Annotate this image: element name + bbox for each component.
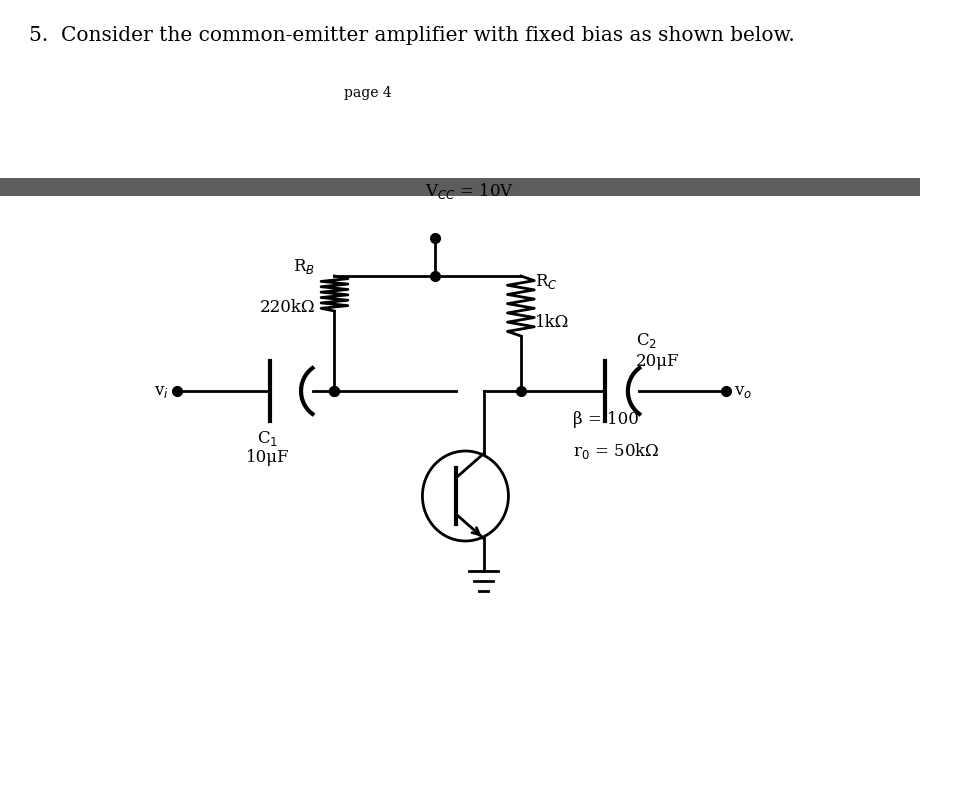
FancyBboxPatch shape: [0, 178, 921, 196]
Text: 5.  Consider the common-emitter amplifier with fixed bias as shown below.: 5. Consider the common-emitter amplifier…: [29, 26, 794, 45]
Text: v$_o$: v$_o$: [734, 383, 752, 400]
Text: 10μF: 10μF: [246, 449, 290, 466]
Text: C$_2$: C$_2$: [636, 331, 657, 350]
Text: 20μF: 20μF: [636, 353, 679, 370]
Text: β = 100: β = 100: [573, 411, 639, 428]
Text: v$_i$: v$_i$: [154, 383, 169, 400]
Text: page 4: page 4: [344, 86, 392, 100]
Text: R$_B$: R$_B$: [294, 256, 315, 276]
Text: 1kΩ: 1kΩ: [535, 314, 569, 331]
Text: C$_1$: C$_1$: [257, 429, 278, 448]
Text: R$_C$: R$_C$: [535, 272, 558, 291]
Text: 220kΩ: 220kΩ: [260, 298, 315, 315]
Text: r$_0$ = 50kΩ: r$_0$ = 50kΩ: [573, 441, 660, 461]
Text: V$_{CC}$ = 10V: V$_{CC}$ = 10V: [426, 181, 514, 201]
